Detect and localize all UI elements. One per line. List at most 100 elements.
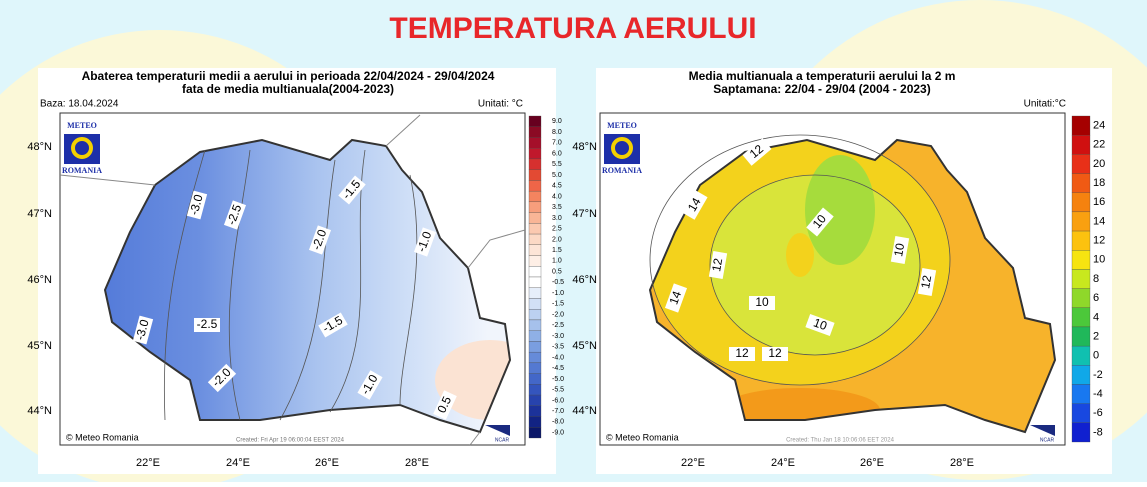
lat-label: 48°N	[27, 141, 52, 153]
contour-label-box	[413, 227, 437, 257]
colorbar-swatch	[528, 319, 542, 331]
colorbar-label: 8	[1093, 273, 1099, 285]
colorbar-label: -4.0	[552, 354, 564, 361]
colorbar-label: -1.5	[552, 301, 564, 308]
panel-title: Media multianuala a temperaturii aerului…	[689, 69, 956, 83]
colorbar-label: 8.0	[552, 129, 562, 136]
colorbar-swatch	[528, 373, 542, 385]
colorbar-swatch	[528, 394, 542, 406]
contour-label: 10	[755, 295, 769, 309]
colorbar-label: -0.5	[552, 279, 564, 286]
contour-label-box	[917, 267, 937, 297]
colorbar-swatch	[528, 180, 542, 192]
contour-label-box	[194, 318, 220, 332]
colorbar-label: -4	[1093, 388, 1103, 400]
contour-label: 14	[685, 195, 704, 214]
created: Created: Fri Apr 19 06:00:04 EEST 2024	[236, 438, 345, 444]
colorbar-label: 2	[1093, 330, 1099, 342]
colorbar-swatch	[1071, 230, 1091, 251]
contour-label: -3.0	[133, 318, 152, 342]
colorbar-label: 6.0	[552, 150, 562, 157]
colorbar-label: 4.0	[552, 193, 562, 200]
page-title: TEMPERATURA AERULUI	[389, 12, 756, 45]
colorbar-swatch	[528, 244, 542, 256]
colorbar-label: 5.5	[552, 161, 562, 168]
colorbar-swatch	[528, 405, 542, 417]
units: Unitati:°C	[1024, 99, 1066, 110]
colorbar-swatch	[528, 287, 542, 299]
colorbar-swatch	[528, 212, 542, 224]
colorbar-label: -3.0	[552, 333, 564, 340]
lat-label: 45°N	[572, 340, 597, 352]
colorbar-label: -5.0	[552, 376, 564, 383]
contour-label-box	[742, 138, 772, 166]
colorbar-label: 1.0	[552, 258, 562, 265]
colorbar-label: 20	[1093, 158, 1105, 170]
lat-label: 44°N	[27, 405, 52, 417]
lon-label: 26°E	[315, 457, 339, 469]
colorbar-label: 6	[1093, 292, 1099, 304]
lon-label: 22°E	[681, 457, 705, 469]
colorbar-swatch	[528, 115, 542, 127]
colorbar-swatch	[528, 190, 542, 203]
colorbar-swatch	[528, 298, 542, 310]
logo	[611, 137, 633, 159]
colorbar-label: -6.0	[552, 397, 564, 404]
colorbar-label: -6	[1093, 407, 1103, 419]
contour-label-box	[223, 200, 247, 230]
colorbar-swatch	[528, 341, 542, 353]
contour-label-box	[318, 312, 348, 338]
colorbar-label: 4	[1093, 311, 1099, 323]
logo-text: ROMANIA	[602, 166, 642, 175]
colorbar-swatch	[1071, 307, 1091, 328]
lon-label: 28°E	[405, 457, 429, 469]
lat-label: 47°N	[572, 208, 597, 220]
colorbar-label: -9.0	[552, 429, 564, 436]
colorbar-swatch	[528, 276, 542, 288]
contour-label-box	[132, 315, 154, 345]
contour-label: -2.5	[224, 202, 244, 227]
colorbar-swatch	[528, 169, 542, 181]
contour-label-box	[338, 175, 366, 205]
lon-label: 22°E	[136, 457, 160, 469]
colorbar-swatch	[528, 233, 542, 245]
lat-label: 47°N	[27, 208, 52, 220]
contour-label-box	[207, 363, 237, 393]
colorbar-label: 2.5	[552, 226, 562, 233]
colorbar-swatch	[1071, 135, 1091, 155]
colorbar-label: 12	[1093, 235, 1105, 247]
colorbar-swatch	[528, 137, 542, 149]
lat-label: 46°N	[27, 274, 52, 286]
contour-label-box	[708, 250, 728, 280]
copyright: © Meteo Romania	[606, 432, 679, 442]
colorbar-label: 16	[1093, 196, 1105, 208]
colorbar-swatch	[528, 126, 542, 138]
contour-label: -2.0	[309, 227, 329, 252]
contours	[164, 149, 418, 421]
colorbar-label: 0.5	[552, 268, 562, 275]
contour-label: 0.5	[434, 394, 454, 415]
ncar: NCAR	[1040, 437, 1055, 443]
neighbor-borders	[59, 114, 526, 446]
colorbar-swatch	[1071, 269, 1091, 289]
contour-label-box	[806, 207, 834, 237]
colorbar-swatch	[1071, 250, 1091, 270]
colorbar-swatch	[528, 223, 542, 235]
colorbar-label: 18	[1093, 177, 1105, 189]
panel-title: Abaterea temperaturii medii a aerului in…	[82, 69, 495, 83]
contour-label: 10	[891, 242, 907, 258]
contour-label-box	[664, 283, 688, 313]
colorbar-label: -1.0	[552, 290, 564, 297]
colorbar-swatch	[528, 309, 542, 321]
lat-label: 45°N	[27, 340, 52, 352]
contour-label: 14	[666, 289, 684, 307]
colorbar-label: 7.0	[552, 140, 562, 147]
contour-label-box	[762, 347, 788, 361]
colorbar-swatch	[1071, 326, 1091, 347]
contour-label-box	[682, 190, 708, 220]
colorbar-label: 22	[1093, 139, 1105, 151]
colorbar-label: -8.0	[552, 419, 564, 426]
lon-label: 26°E	[860, 457, 884, 469]
colorbar-swatch	[528, 201, 542, 213]
colorbar-swatch	[1071, 192, 1091, 213]
